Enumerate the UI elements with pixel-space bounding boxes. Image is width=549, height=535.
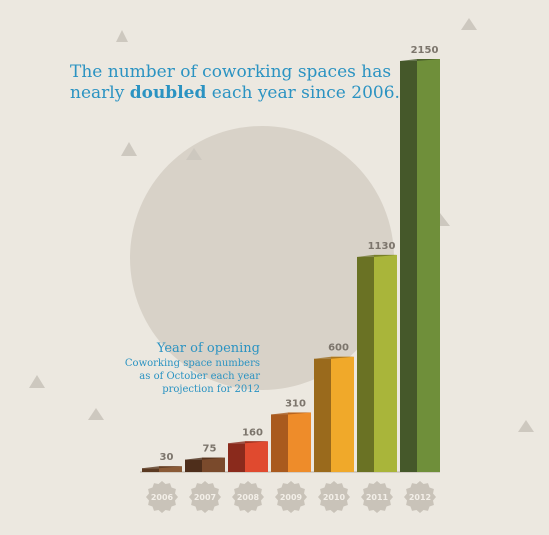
- year-badge: [275, 481, 307, 513]
- decor-triangle: [461, 18, 477, 30]
- data-label-2007: 75: [203, 444, 217, 455]
- legend-line-1: Coworking space numbers: [124, 358, 260, 369]
- data-label-2012: 2150: [411, 45, 439, 56]
- bar-front: [202, 457, 225, 472]
- year-badges: 2006 2007 2008 2009 2010 2011 2012: [146, 481, 436, 513]
- bar-top: [271, 412, 311, 415]
- bar-2008: [228, 441, 268, 472]
- legend-line-3: projection for 2012: [162, 384, 260, 395]
- bar-front: [245, 441, 268, 472]
- year-badge: [232, 481, 264, 513]
- bar-top: [228, 441, 268, 444]
- year-badge: [361, 481, 393, 513]
- year-badge: [189, 481, 221, 513]
- bar-front: [417, 59, 440, 472]
- tick-label-2011: 2011: [366, 493, 389, 502]
- bar-top: [357, 254, 397, 257]
- bar-top: [142, 466, 182, 469]
- bar-top: [314, 356, 354, 359]
- bar-2006: [142, 466, 182, 472]
- legend: Year of opening Coworking space numbers …: [70, 341, 260, 396]
- tick-label-2006: 2006: [151, 493, 174, 502]
- decor-triangle: [116, 30, 128, 42]
- tick-label-2007: 2007: [194, 493, 216, 502]
- bar-front: [331, 356, 354, 472]
- bar-front: [159, 466, 182, 472]
- bar-side: [314, 358, 331, 472]
- bar-side: [185, 459, 202, 472]
- year-badge: [146, 481, 178, 513]
- bar-side: [357, 256, 374, 472]
- bar-top: [400, 59, 440, 61]
- data-label-2008: 160: [242, 427, 263, 438]
- bar-2012: [400, 59, 440, 472]
- decor-triangle: [121, 142, 137, 156]
- legend-line-2: as of October each year: [139, 371, 260, 382]
- bar-2010: [314, 356, 354, 472]
- bars: 30 75 160 310 600 1130 2150: [142, 45, 440, 472]
- bar-side: [228, 443, 245, 472]
- decor-triangle: [518, 420, 534, 432]
- data-label-2009: 310: [285, 398, 306, 409]
- tick-label-2009: 2009: [280, 493, 303, 502]
- bar-front: [288, 412, 311, 472]
- decor-triangle: [88, 408, 104, 420]
- data-label-2006: 30: [160, 452, 174, 463]
- year-badge: [404, 481, 436, 513]
- bar-2009: [271, 412, 311, 472]
- tick-label-2012: 2012: [409, 493, 431, 502]
- bar-2007: [185, 457, 225, 472]
- headline: The number of coworking spaces has nearl…: [70, 62, 400, 104]
- bar-side: [271, 414, 288, 472]
- headline-text-post: each year since 2006.: [206, 83, 400, 103]
- headline-text-pre: The number of coworking spaces has nearl…: [70, 62, 392, 103]
- data-label-2010: 600: [328, 343, 349, 354]
- headline-text-bold: doubled: [129, 83, 207, 103]
- bar-side: [400, 61, 417, 472]
- bar-front: [374, 254, 397, 472]
- bar-side: [142, 468, 159, 472]
- decor-triangle: [186, 148, 202, 160]
- bar-2011: [357, 254, 397, 472]
- data-label-2011: 1130: [368, 241, 396, 252]
- year-badge: [318, 481, 350, 513]
- bar-top: [185, 457, 225, 460]
- decor-triangle: [29, 375, 45, 388]
- tick-label-2008: 2008: [237, 493, 260, 502]
- tick-label-2010: 2010: [323, 493, 346, 502]
- background-decor: [29, 18, 534, 432]
- background-circle: [130, 126, 394, 390]
- legend-title: Year of opening: [156, 341, 260, 356]
